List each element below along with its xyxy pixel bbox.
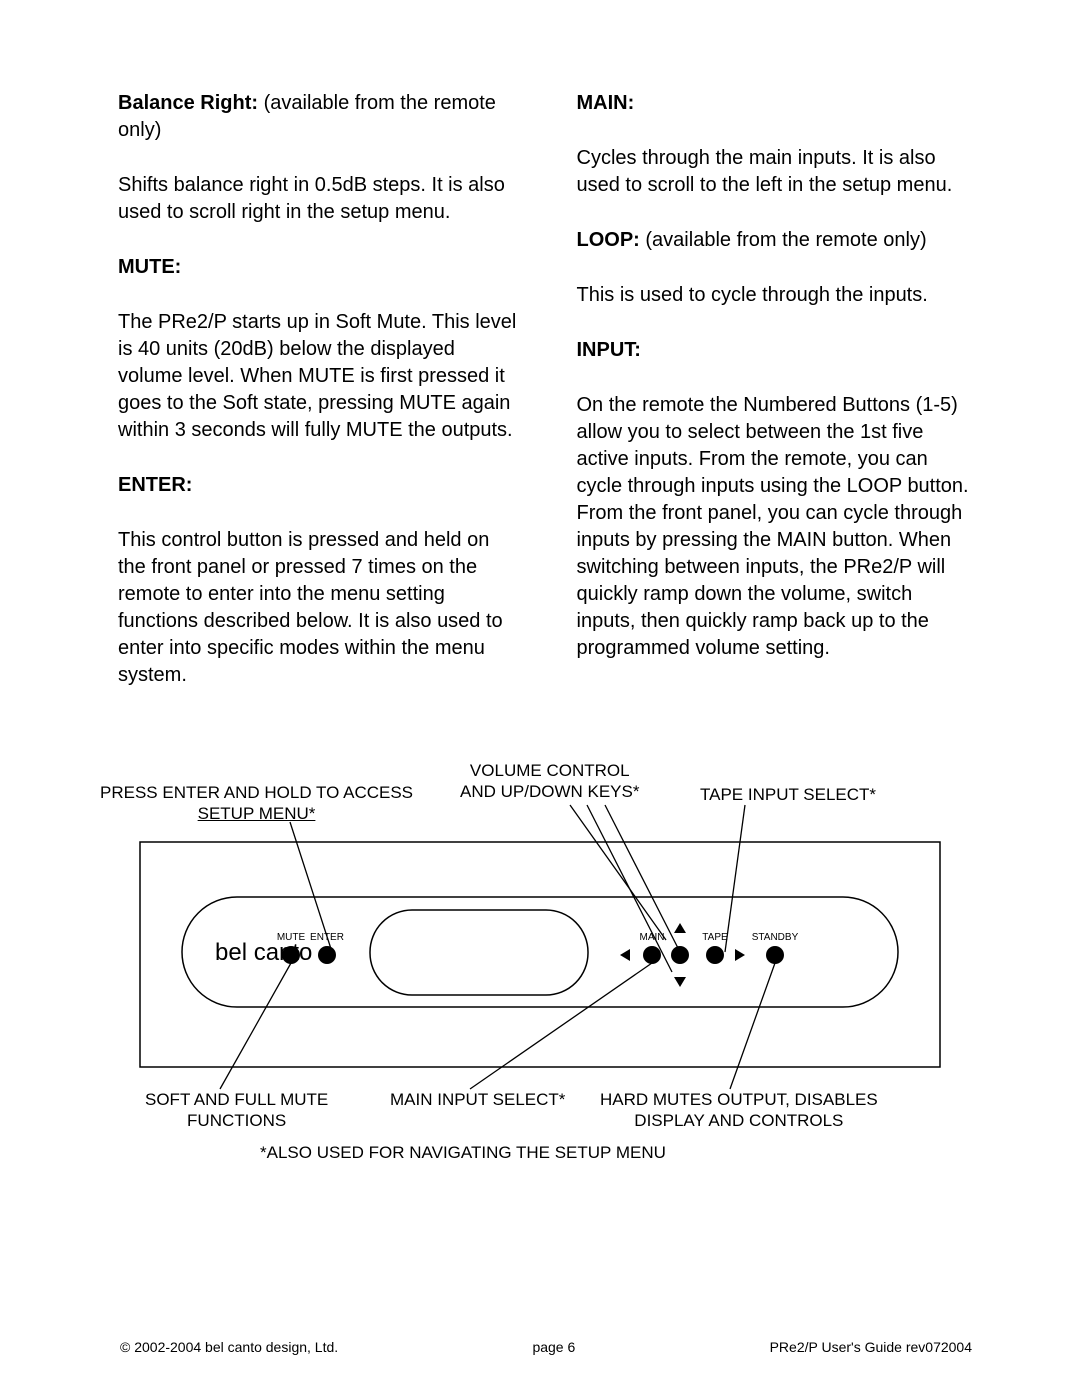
svg-text:STANDBY: STANDBY [752, 932, 799, 943]
loop-heading: LOOP: [577, 229, 640, 251]
svg-text:TAPE: TAPE [702, 932, 728, 943]
enter-heading: ENTER: [118, 472, 517, 499]
enter-body: This control button is pressed and held … [118, 527, 517, 689]
loop-note: (available from the remote only) [640, 229, 927, 251]
front-panel-diagram: PRESS ENTER AND HOLD TO ACCESS SETUP MEN… [110, 757, 970, 1157]
callout-enter-hold: PRESS ENTER AND HOLD TO ACCESS SETUP MEN… [100, 782, 413, 825]
callout-hard-mute: HARD MUTES OUTPUT, DISABLES DISPLAY AND … [600, 1089, 878, 1132]
svg-text:MAIN: MAIN [640, 932, 665, 943]
loop-body: This is used to cycle through the inputs… [577, 282, 976, 309]
footer-center: page 6 [532, 1339, 575, 1355]
page-footer: © 2002-2004 bel canto design, Ltd. page … [0, 1339, 1080, 1355]
callout-volume: VOLUME CONTROL AND UP/DOWN KEYS* [460, 760, 639, 803]
asterisk-note: *ALSO USED FOR NAVIGATING THE SETUP MENU [260, 1143, 666, 1163]
balance-right-body: Shifts balance right in 0.5dB steps. It … [118, 172, 517, 226]
main-heading: MAIN: [577, 92, 635, 114]
footer-right: PRe2/P User's Guide rev072004 [770, 1339, 972, 1355]
footer-left: © 2002-2004 bel canto design, Ltd. [120, 1339, 338, 1355]
callout-main-select: MAIN INPUT SELECT* [390, 1089, 565, 1110]
balance-right-heading: Balance Right: [118, 92, 258, 114]
right-column: MAIN: Cycles through the main inputs. It… [577, 90, 976, 717]
svg-text:MUTE: MUTE [277, 932, 306, 943]
main-body: Cycles through the main inputs. It is al… [577, 145, 976, 199]
callout-soft-mute: SOFT AND FULL MUTE FUNCTIONS [145, 1089, 328, 1132]
callout-tape: TAPE INPUT SELECT* [700, 784, 876, 805]
mute-heading: MUTE: [118, 254, 517, 281]
input-heading: INPUT: [577, 337, 976, 364]
input-body: On the remote the Numbered Buttons (1-5)… [577, 392, 976, 662]
left-column: Balance Right: (available from the remot… [118, 90, 517, 717]
svg-text:ENTER: ENTER [310, 932, 344, 943]
mute-body: The PRe2/P starts up in Soft Mute. This … [118, 309, 517, 444]
